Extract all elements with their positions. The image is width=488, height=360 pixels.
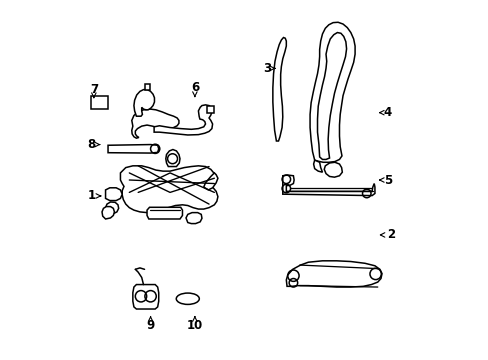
Polygon shape bbox=[317, 32, 346, 159]
Polygon shape bbox=[282, 175, 374, 195]
Text: 5: 5 bbox=[383, 174, 391, 186]
Polygon shape bbox=[105, 188, 122, 201]
Text: 6: 6 bbox=[190, 81, 199, 94]
Polygon shape bbox=[147, 207, 182, 219]
Polygon shape bbox=[91, 96, 108, 109]
Text: 9: 9 bbox=[146, 319, 154, 332]
Text: 10: 10 bbox=[186, 319, 203, 332]
Polygon shape bbox=[102, 207, 114, 219]
Ellipse shape bbox=[176, 293, 199, 305]
Polygon shape bbox=[165, 149, 180, 167]
Polygon shape bbox=[185, 213, 202, 224]
Polygon shape bbox=[207, 106, 214, 113]
Text: 1: 1 bbox=[88, 189, 96, 202]
Text: 3: 3 bbox=[263, 62, 271, 75]
Polygon shape bbox=[286, 261, 381, 287]
Polygon shape bbox=[309, 22, 354, 162]
Polygon shape bbox=[272, 37, 286, 141]
Polygon shape bbox=[134, 90, 154, 116]
Polygon shape bbox=[313, 160, 322, 172]
Polygon shape bbox=[105, 202, 119, 214]
Polygon shape bbox=[133, 284, 159, 309]
Text: 7: 7 bbox=[90, 83, 98, 96]
Text: 8: 8 bbox=[87, 138, 95, 151]
Polygon shape bbox=[132, 109, 179, 138]
Polygon shape bbox=[324, 162, 342, 177]
Polygon shape bbox=[120, 166, 218, 213]
Polygon shape bbox=[154, 105, 212, 135]
Text: 4: 4 bbox=[383, 106, 391, 119]
Polygon shape bbox=[203, 173, 218, 190]
Polygon shape bbox=[144, 84, 149, 90]
Polygon shape bbox=[108, 145, 159, 153]
Text: 2: 2 bbox=[386, 229, 395, 242]
